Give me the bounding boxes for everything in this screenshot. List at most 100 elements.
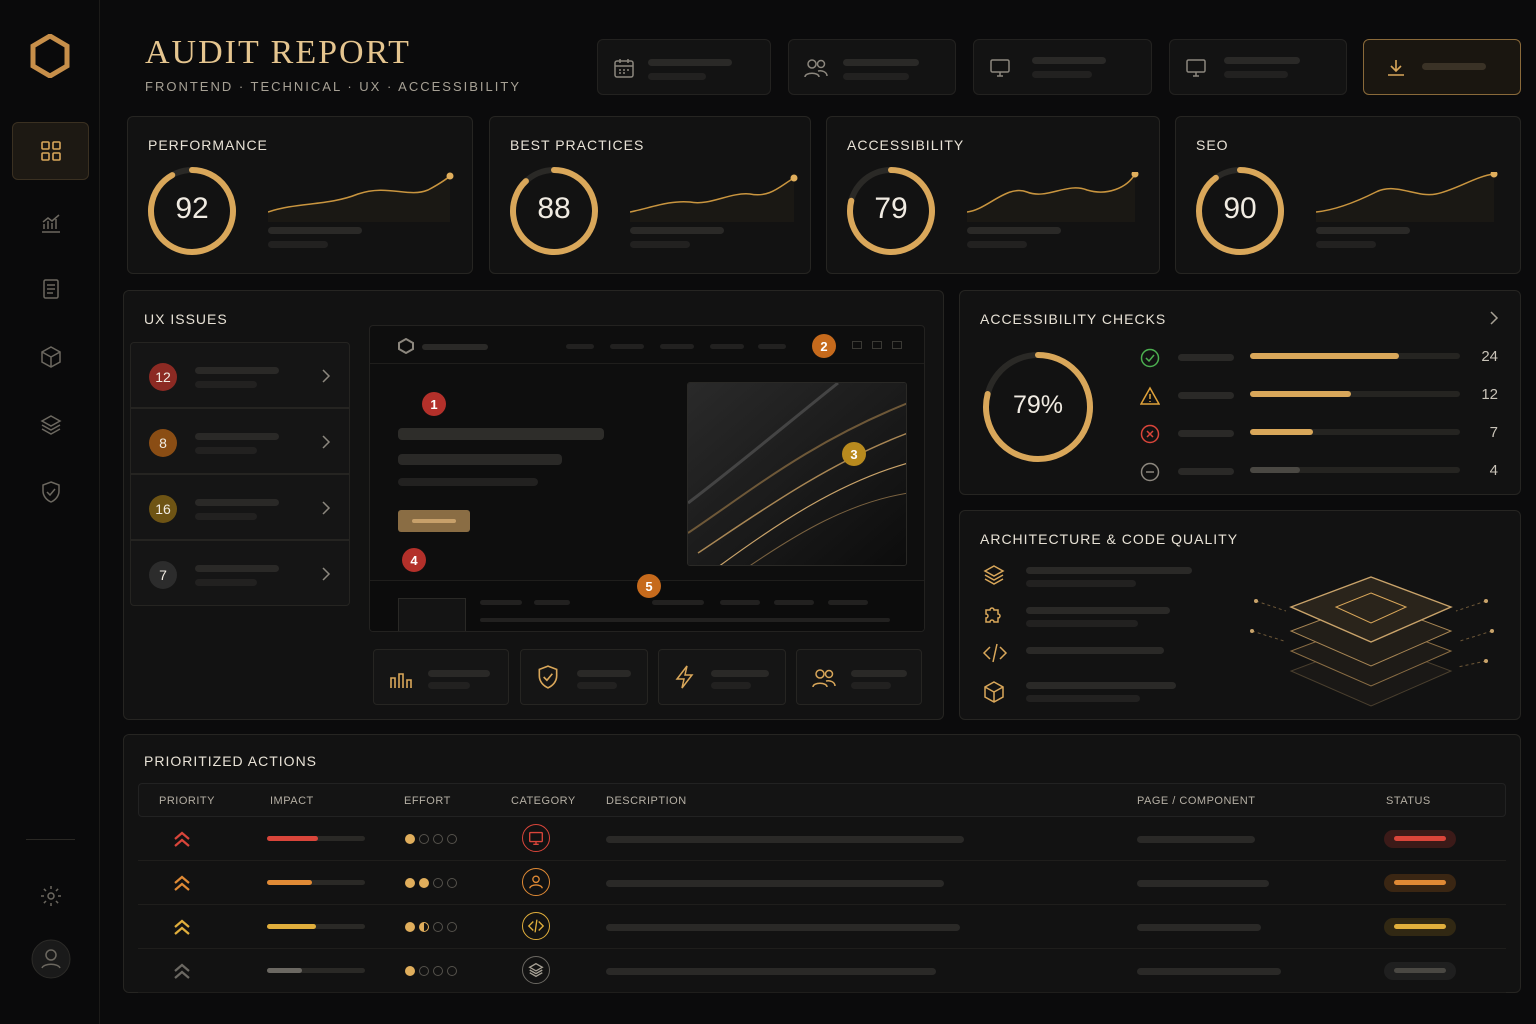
chevron-right-icon — [322, 567, 331, 581]
check-progress-track — [1250, 353, 1460, 359]
accessibility-gauge: 79% — [980, 349, 1096, 465]
gear-icon — [40, 886, 61, 906]
accessibility-overall-value: 79% — [1012, 391, 1064, 419]
grid-icon — [40, 141, 61, 161]
action-row[interactable] — [138, 905, 1506, 949]
architecture-title: ARCHITECTURE & CODE QUALITY — [980, 531, 1239, 547]
security-filter-tile[interactable] — [520, 649, 648, 705]
column-description[interactable]: DESCRIPTION — [606, 795, 687, 807]
action-row[interactable] — [138, 861, 1506, 905]
preview-cta-button — [398, 510, 470, 532]
impact-track — [267, 880, 365, 885]
prioritized-actions-title: PRIORITIZED ACTIONS — [144, 753, 318, 769]
effort-dot — [447, 922, 457, 932]
ux-issue-count: 16 — [149, 495, 177, 523]
monitor-icon — [1186, 59, 1206, 77]
accessibility-check-row[interactable]: 4 — [1140, 461, 1502, 485]
column-category[interactable]: CATEGORY — [511, 795, 576, 807]
score-value: 88 — [537, 192, 571, 225]
bolt-icon — [675, 665, 694, 689]
score-trend-sparkline — [268, 172, 454, 222]
shield-check-icon — [41, 481, 60, 503]
sidebar-item-layers[interactable] — [12, 396, 89, 454]
chevron-right-icon — [322, 435, 331, 449]
issue-marker[interactable]: 5 — [637, 574, 661, 598]
cube-icon — [40, 346, 61, 368]
cube-icon — [984, 681, 1004, 703]
column-effort[interactable]: EFFORT — [404, 795, 451, 807]
check-count: 24 — [1481, 348, 1498, 365]
calendar-icon — [614, 59, 634, 78]
category-badge — [522, 912, 550, 940]
sidebar-item-dashboard[interactable] — [12, 122, 89, 180]
status-badge — [1384, 830, 1456, 848]
page-preview: 1 2 3 4 5 — [369, 325, 925, 632]
column-page-component[interactable]: PAGE / COMPONENT — [1137, 795, 1256, 807]
accessibility-checks-card: ACCESSIBILITY CHECKS 79% 24 12 7 4 — [959, 290, 1521, 495]
layers-icon — [983, 565, 1005, 585]
issue-marker[interactable]: 1 — [422, 392, 446, 416]
desktop-view-button[interactable] — [973, 39, 1152, 95]
device-view-button[interactable] — [1169, 39, 1347, 95]
impact-track — [267, 924, 365, 929]
check-count: 4 — [1489, 462, 1498, 479]
layers-icon — [39, 415, 62, 435]
user-avatar[interactable] — [12, 930, 89, 988]
accessibility-check-row[interactable]: 7 — [1140, 423, 1502, 447]
score-label: ACCESSIBILITY — [847, 137, 965, 153]
score-trend-sparkline — [967, 172, 1139, 222]
effort-dot — [405, 922, 415, 932]
status-badge — [1384, 874, 1456, 892]
effort-dot — [447, 878, 457, 888]
effort-dot — [433, 878, 443, 888]
ux-issue-item[interactable]: 7 — [130, 540, 350, 606]
sidebar-item-analytics[interactable] — [12, 194, 89, 252]
users-filter-button[interactable] — [788, 39, 956, 95]
action-row[interactable] — [138, 817, 1506, 861]
prioritized-actions-card: PRIORITIZED ACTIONS PRIORITY IMPACT EFFO… — [123, 734, 1521, 993]
priority-chevrons-icon — [174, 919, 190, 935]
score-gauge: 88 — [508, 165, 600, 257]
ux-issue-item[interactable]: 8 — [130, 408, 350, 474]
speed-filter-tile[interactable] — [658, 649, 786, 705]
ux-issue-item[interactable]: 12 — [130, 342, 350, 408]
column-status[interactable]: STATUS — [1386, 795, 1431, 807]
score-card-seo[interactable]: SEO 90 — [1175, 116, 1521, 274]
logo-icon[interactable] — [30, 34, 70, 78]
sidebar-item-components[interactable] — [12, 328, 89, 386]
accessibility-check-row[interactable]: 12 — [1140, 385, 1502, 409]
check-progress-fill — [1250, 391, 1351, 397]
page-subtitle: FRONTEND · TECHNICAL · UX · ACCESSIBILIT… — [145, 79, 521, 94]
score-card-best-practices[interactable]: BEST PRACTICES 88 — [489, 116, 811, 274]
column-priority[interactable]: PRIORITY — [159, 795, 215, 807]
impact-fill — [267, 924, 316, 929]
download-report-button[interactable] — [1363, 39, 1521, 95]
impact-track — [267, 968, 365, 973]
action-row[interactable] — [138, 949, 1506, 993]
sidebar-item-settings[interactable] — [12, 867, 89, 925]
check-circle-icon — [1140, 348, 1160, 368]
architecture-card: ARCHITECTURE & CODE QUALITY — [959, 510, 1521, 720]
sidebar-item-reports[interactable] — [12, 260, 89, 318]
layers-icon — [528, 962, 544, 978]
category-badge — [522, 956, 550, 984]
effort-dot — [433, 834, 443, 844]
issue-marker[interactable]: 2 — [812, 334, 836, 358]
chevron-right-icon[interactable] — [1488, 311, 1500, 325]
score-card-performance[interactable]: PERFORMANCE 92 — [127, 116, 473, 274]
accessibility-check-row[interactable]: 24 — [1140, 347, 1502, 371]
performance-filter-tile[interactable] — [373, 649, 509, 705]
issue-marker[interactable]: 3 — [842, 442, 866, 466]
user-avatar-icon — [31, 939, 70, 979]
score-value: 79 — [874, 192, 908, 225]
check-progress-track — [1250, 391, 1460, 397]
ux-issue-item[interactable]: 16 — [130, 474, 350, 540]
date-range-button[interactable] — [597, 39, 771, 95]
score-card-accessibility[interactable]: ACCESSIBILITY 79 — [826, 116, 1160, 274]
score-label: PERFORMANCE — [148, 137, 268, 153]
sidebar-item-security[interactable] — [12, 463, 89, 521]
column-impact[interactable]: IMPACT — [270, 795, 314, 807]
minus-circle-icon — [1140, 462, 1160, 482]
users-filter-tile[interactable] — [796, 649, 922, 705]
issue-marker[interactable]: 4 — [402, 548, 426, 572]
